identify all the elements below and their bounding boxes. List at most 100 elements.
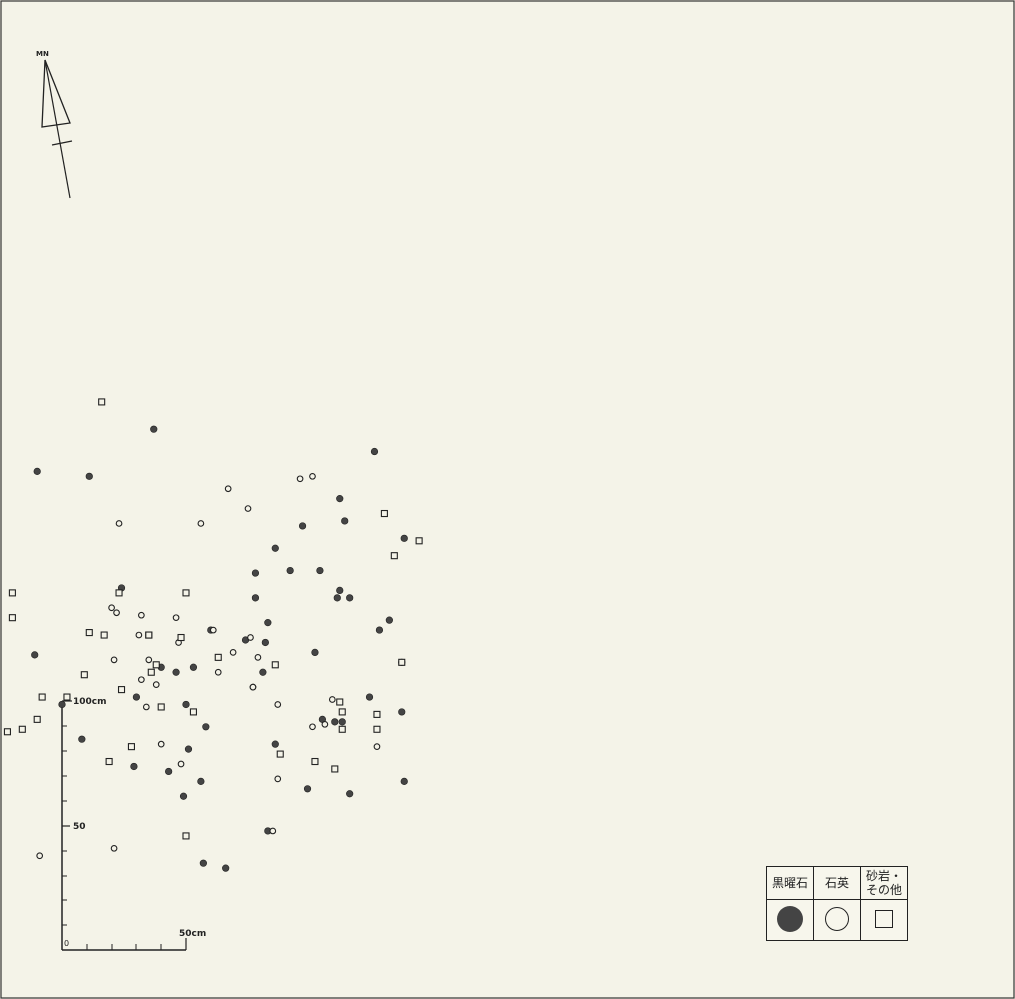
obsidian-filled-circle-icon (777, 905, 803, 932)
quartz-point (254, 654, 262, 661)
quartz-point (197, 520, 205, 527)
legend-header-obsidian: 黒曜石 (766, 866, 814, 900)
obsidian-point (172, 668, 180, 676)
quartz-point (274, 775, 282, 783)
quartz-point (328, 696, 336, 703)
sandstone-point (80, 671, 88, 679)
quartz-point (321, 720, 329, 728)
sandstone-point (38, 693, 46, 701)
sandstone-point (373, 725, 381, 733)
quartz-point (138, 676, 145, 684)
legend: 黒曜石 石英 砂岩・ その他 (766, 866, 908, 941)
quartz-point (113, 609, 120, 617)
obsidian-point (150, 425, 158, 433)
obsidian-point (333, 594, 341, 602)
sandstone-point (105, 757, 113, 766)
sandstone-point (338, 725, 346, 733)
obsidian-point (365, 693, 374, 701)
obsidian-point (286, 566, 294, 575)
quartz-open-circle-icon (825, 906, 849, 931)
obsidian-point (197, 777, 205, 785)
points-layer (3, 398, 423, 872)
quartz-point (145, 656, 153, 664)
sandstone-point (100, 631, 108, 639)
quartz-point (115, 520, 123, 527)
sandstone-point (338, 708, 346, 716)
sandstone-point (311, 757, 319, 766)
quartz-point (274, 701, 282, 708)
obsidian-point (346, 790, 354, 798)
obsidian-point (336, 586, 344, 595)
obsidian-point (199, 859, 207, 867)
obsidian-point (298, 522, 307, 530)
sandstone-point (147, 668, 155, 676)
obsidian-point (375, 626, 384, 634)
sandstone-point (189, 708, 197, 716)
obsidian-point (261, 638, 269, 647)
quartz-point (209, 626, 217, 634)
obsidian-point (336, 495, 344, 503)
quartz-point (229, 649, 237, 656)
obsidian-point (31, 651, 39, 659)
sandstone-point (182, 832, 190, 840)
obsidian-point (222, 864, 230, 872)
legend-header-sandstone: 砂岩・ その他 (860, 866, 908, 900)
obsidian-point (202, 723, 210, 731)
quartz-point (296, 475, 304, 483)
quartz-point (249, 683, 257, 691)
quartz-point (36, 852, 44, 860)
quartz-point (152, 681, 160, 688)
quartz-point (110, 844, 118, 852)
obsidian-point (385, 616, 393, 624)
sandstone-point (8, 589, 16, 597)
sandstone-point (214, 653, 222, 661)
quartz-point (172, 614, 180, 622)
quartz-point (244, 505, 252, 512)
obsidian-point (311, 648, 319, 657)
quartz-point (269, 827, 277, 835)
quartz-point (214, 668, 222, 676)
quartz-point (247, 634, 254, 641)
obsidian-point (398, 708, 406, 716)
sandstone-point (8, 614, 16, 622)
obsidian-point (331, 718, 339, 726)
sandstone-open-square-icon (875, 909, 893, 928)
sandstone-point (390, 552, 398, 560)
obsidian-point (400, 534, 408, 542)
obsidian-point (58, 700, 66, 709)
obsidian-point (251, 594, 260, 602)
obsidian-point (132, 693, 140, 701)
obsidian-point (251, 569, 260, 577)
quartz-point (135, 631, 143, 639)
quartz-point (309, 723, 316, 731)
obsidian-point (316, 566, 324, 575)
scale-label-50cm: 50cm (179, 929, 206, 939)
obsidian-point (85, 472, 93, 480)
scale-bar (61, 700, 187, 951)
obsidian-point (182, 700, 190, 709)
obsidian-point (346, 594, 354, 602)
sandstone-point (3, 728, 11, 736)
sandstone-point (115, 589, 123, 597)
north-arrow-icon: MN (36, 50, 73, 199)
quartz-point (309, 472, 316, 480)
sandstone-point (33, 715, 41, 723)
scale-label-50: 50 (73, 822, 86, 832)
sandstone-point (336, 698, 344, 706)
obsidian-point (303, 785, 312, 793)
obsidian-point (264, 619, 272, 627)
sandstone-point (98, 398, 106, 406)
sandstone-point (276, 750, 284, 758)
obsidian-point (400, 777, 408, 785)
sandstone-point (271, 661, 279, 669)
quartz-point (142, 703, 150, 711)
obsidian-point (165, 767, 173, 776)
sandstone-point (145, 631, 153, 639)
north-arrow-label: MN (36, 50, 49, 58)
legend-header-quartz: 石英 (813, 866, 861, 900)
obsidian-point (341, 517, 349, 525)
sandstone-point (18, 725, 26, 733)
quartz-point (224, 485, 232, 493)
